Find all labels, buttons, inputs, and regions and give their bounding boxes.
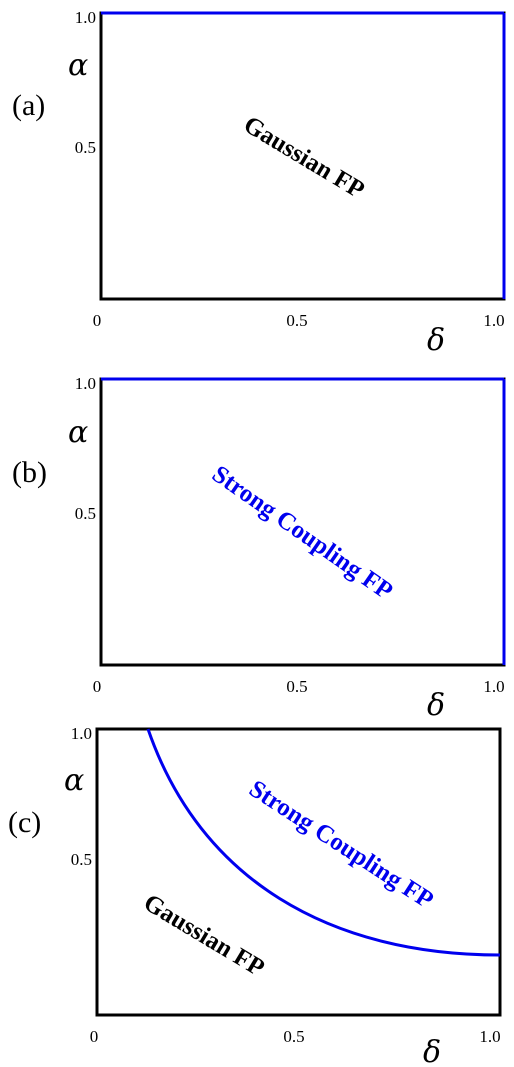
panel-b-xtick-0: 0	[93, 677, 102, 696]
panel-c-xtick-1: 1.0	[479, 1027, 500, 1046]
panel-c-alpha-label: α	[64, 763, 84, 798]
panel-a-xtick-0-5: 0.5	[286, 311, 307, 330]
panel-c-delta-label: δ	[423, 1035, 441, 1067]
panel-c-label: (c)	[8, 806, 41, 839]
panel-c-ytick-0-5: 0.5	[71, 850, 92, 869]
panel-b: 1.0 0.5 α (b) 0 0.5 1.0 δ Strong Couplin…	[12, 374, 506, 723]
panel-b-xtick-0-5: 0.5	[286, 677, 307, 696]
panel-a-ytick-0-5: 0.5	[75, 138, 96, 157]
panel-c-xtick-0-5: 0.5	[283, 1027, 304, 1046]
panel-b-ytick-1: 1.0	[75, 374, 96, 393]
panel-c: 1.0 0.5 α (c) 0 0.5 1.0 δ Strong Couplin…	[8, 724, 502, 1067]
panel-a-xtick-0: 0	[93, 311, 102, 330]
panel-c-xtick-0: 0	[90, 1027, 99, 1046]
panel-a-delta-label: δ	[427, 323, 445, 358]
panel-a-label: (a)	[12, 89, 45, 122]
panel-b-xtick-1: 1.0	[483, 677, 504, 696]
panel-a-alpha-label: α	[68, 48, 88, 83]
panel-c-frame	[95, 727, 502, 1017]
panel-a-gaussian-fp-label: Gaussian FP	[239, 111, 369, 204]
panel-a-ytick-1: 1.0	[75, 8, 96, 27]
panel-c-gaussian-fp-label: Gaussian FP	[139, 889, 269, 982]
panel-b-delta-label: δ	[427, 688, 445, 723]
panel-b-alpha-label: α	[68, 415, 88, 450]
panel-a: 1.0 0.5 α (a) 0 0.5 1.0 δ Gaussian FP	[12, 8, 506, 358]
panel-b-strong-coupling-fp-label: Strong Coupling FP	[207, 461, 397, 606]
panel-a-xtick-1: 1.0	[483, 311, 504, 330]
panel-c-phase-boundary-curve	[146, 728, 501, 957]
panel-b-label: (b)	[12, 456, 47, 489]
panel-c-ytick-1: 1.0	[71, 724, 92, 743]
panel-b-ytick-0-5: 0.5	[75, 504, 96, 523]
